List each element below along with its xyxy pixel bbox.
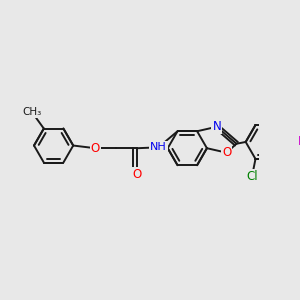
Text: F: F bbox=[298, 136, 300, 148]
Text: CH₃: CH₃ bbox=[22, 107, 42, 118]
Text: O: O bbox=[222, 146, 231, 159]
Text: O: O bbox=[133, 168, 142, 181]
Text: Cl: Cl bbox=[246, 170, 258, 183]
Text: NH: NH bbox=[150, 142, 167, 152]
Text: O: O bbox=[91, 142, 100, 155]
Text: N: N bbox=[212, 120, 221, 133]
